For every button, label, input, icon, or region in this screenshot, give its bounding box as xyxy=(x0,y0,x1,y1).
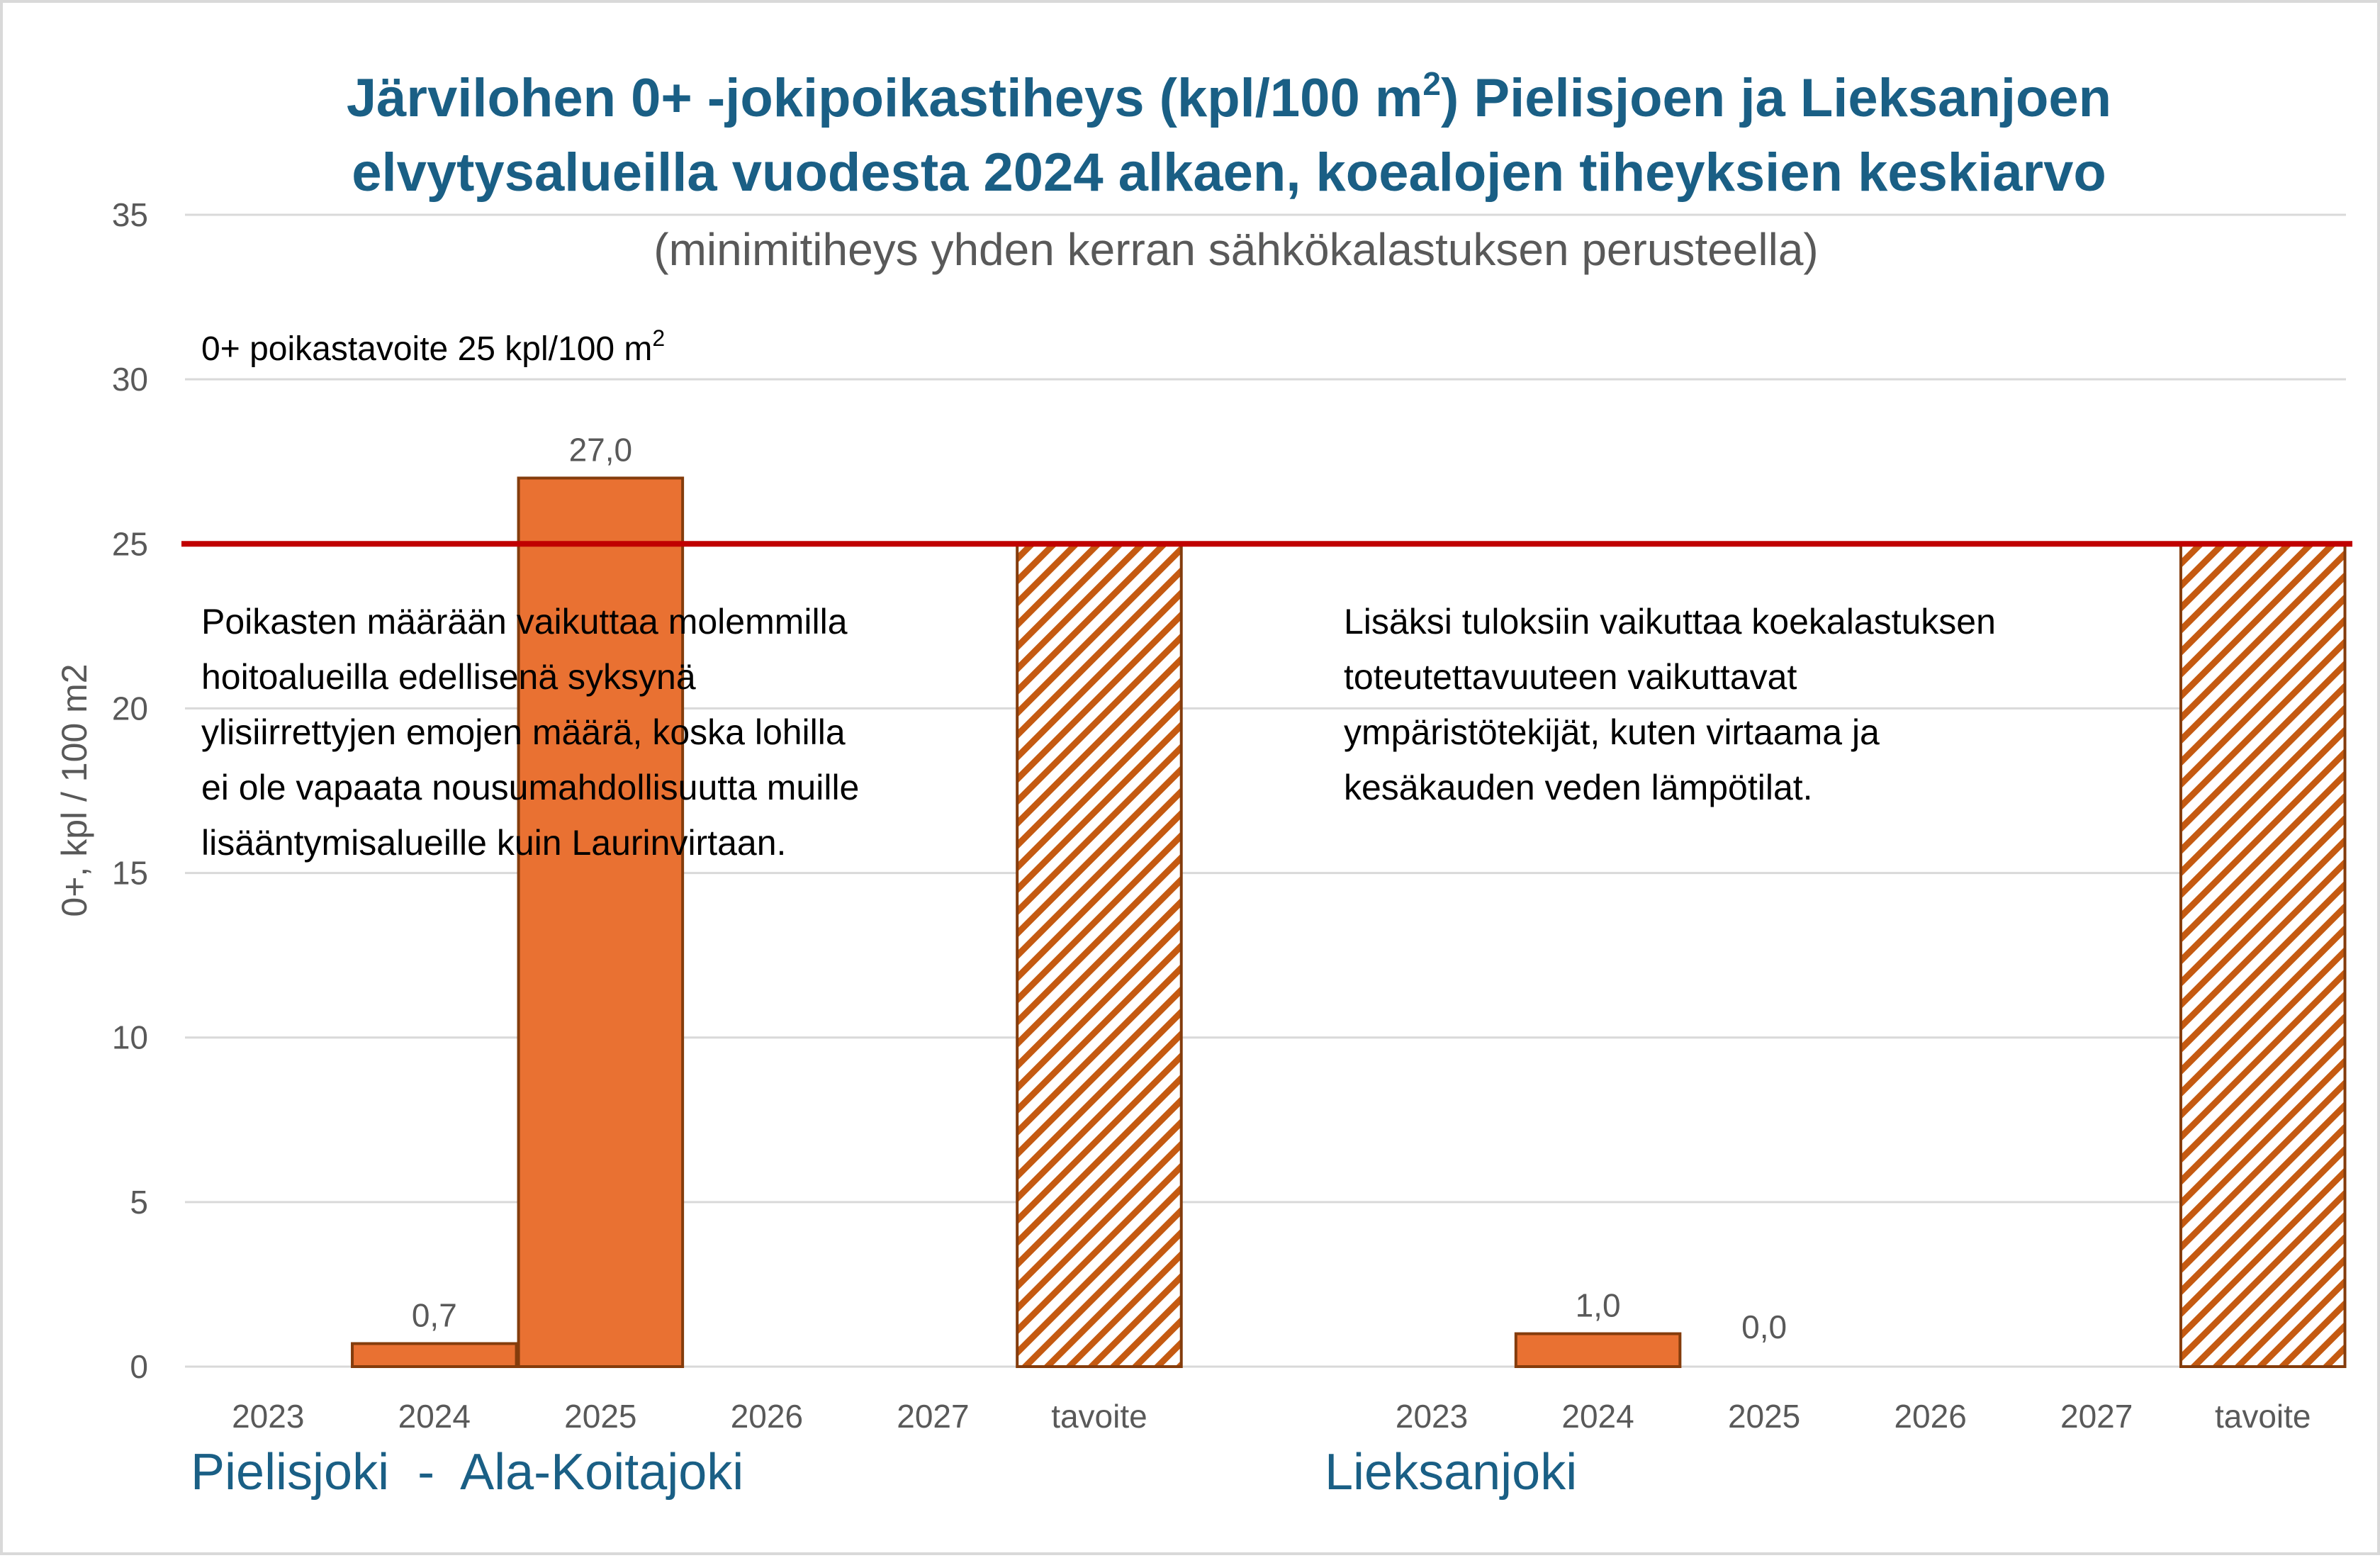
data-label: 0,0 xyxy=(1741,1308,1787,1345)
annotation-line: ympäristötekijät, kuten virtaama ja xyxy=(1344,712,1880,752)
annotation-line: hoitoalueilla edellisenä syksynä xyxy=(201,657,696,697)
x-tick-label: 2027 xyxy=(2060,1398,2133,1435)
title-line1-text: Järvilohen 0+ -jokipoikastiheys (kpl/100… xyxy=(347,68,1423,128)
y-tick-label: 35 xyxy=(112,196,148,233)
group-label: Pielisjoki - Ala-Koitajoki xyxy=(191,1444,743,1501)
data-label: 1,0 xyxy=(1576,1287,1621,1324)
y-axis-ticks: 0 5 10 15 20 25 30 35 xyxy=(112,196,148,1385)
bar xyxy=(1514,1332,1682,1368)
annotation-line: Lisäksi tuloksiin vaikuttaa koekalastuks… xyxy=(1344,602,1996,641)
y-tick-label: 5 xyxy=(130,1184,148,1221)
annotations: Poikasten määrään vaikuttaa molemmilla ho… xyxy=(201,602,1996,863)
chart-title-line2: elvytysalueilla vuodesta 2024 alkaen, ko… xyxy=(352,142,2106,203)
y-tick-label: 30 xyxy=(112,361,148,398)
x-tick-label: 2026 xyxy=(731,1398,803,1435)
data-label: 27,0 xyxy=(569,431,633,468)
target-bar xyxy=(2179,542,2347,1368)
y-tick-label: 15 xyxy=(112,855,148,892)
annotation-line: lisääntymisalueille kuin Laurinvirtaan. xyxy=(201,823,786,863)
y-tick-label: 20 xyxy=(112,690,148,727)
x-tick-label: 2023 xyxy=(1396,1398,1468,1435)
chart-title-line1: Järvilohen 0+ -jokipoikastiheys (kpl/100… xyxy=(347,65,2111,128)
x-tick-label: 2025 xyxy=(564,1398,636,1435)
title-line1-end: ) Pielisjoen ja Lieksanjoen xyxy=(1441,68,2111,128)
x-tick-label: tavoite xyxy=(1051,1398,1147,1435)
group-labels: Pielisjoki - Ala-Koitajoki Lieksanjoki xyxy=(191,1444,1577,1501)
target-label-text: 0+ poikastavoite 25 kpl/100 m xyxy=(201,330,652,368)
data-labels: 0,7 27,0 1,0 0,0 xyxy=(412,431,1787,1345)
x-tick-label: tavoite xyxy=(2215,1398,2311,1435)
bar xyxy=(517,476,685,1368)
target-label: 0+ poikastavoite 25 kpl/100 m2 xyxy=(201,325,665,368)
x-tick-label: 2024 xyxy=(398,1398,471,1435)
x-tick-label: 2024 xyxy=(1561,1398,1634,1435)
x-tick-label: 2025 xyxy=(1728,1398,1800,1435)
bars xyxy=(351,476,2347,1368)
group-label: Lieksanjoki xyxy=(1325,1444,1577,1501)
target-bar xyxy=(1016,542,1183,1368)
data-label: 0,7 xyxy=(412,1297,457,1334)
y-tick-label: 10 xyxy=(112,1019,148,1056)
title-superscript: 2 xyxy=(1422,65,1441,102)
annotation-line: toteutettavuuteen vaikuttavat xyxy=(1344,657,1797,697)
y-tick-label: 0 xyxy=(130,1348,148,1385)
y-axis-label: 0+, kpl / 100 m2 xyxy=(55,663,94,917)
x-tick-label: 2023 xyxy=(232,1398,304,1435)
annotation-line: ylisiirrettyjen emojen määrä, koska lohi… xyxy=(201,712,846,752)
annotation-line: Poikasten määrään vaikuttaa molemmilla xyxy=(201,602,848,641)
x-tick-label: 2026 xyxy=(1894,1398,1966,1435)
annotation-line: kesäkauden veden lämpötilat. xyxy=(1344,768,1813,807)
bar-chart: Järvilohen 0+ -jokipoikastiheys (kpl/100… xyxy=(55,65,2352,1501)
annotation-line: ei ole vapaata nousumahdollisuutta muill… xyxy=(201,768,859,807)
bar xyxy=(351,1342,518,1368)
chart-subtitle: (minimitiheys yhden kerran sähkökalastuk… xyxy=(653,224,1818,275)
x-axis-ticks: 2023 2024 2025 2026 2027 tavoite 2023 2024 2025 2… xyxy=(232,1398,2311,1435)
target-label-superscript: 2 xyxy=(652,325,665,351)
x-tick-label: 2027 xyxy=(897,1398,969,1435)
y-tick-label: 25 xyxy=(112,525,148,562)
